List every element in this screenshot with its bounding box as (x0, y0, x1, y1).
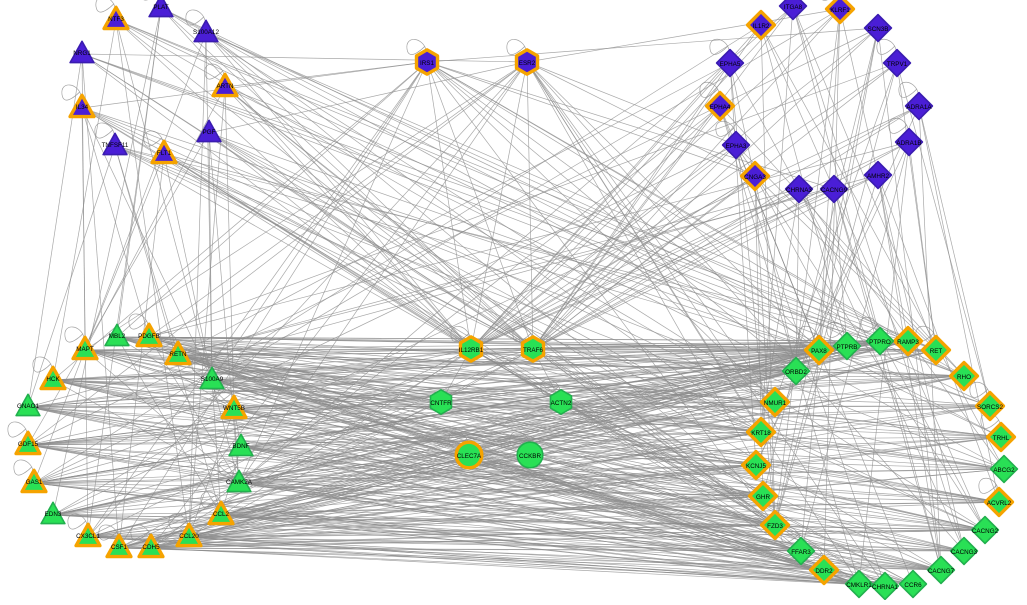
svg-text:NRG1: NRG1 (73, 50, 91, 57)
svg-text:RET: RET (930, 348, 943, 355)
svg-text:PAX8: PAX8 (811, 348, 827, 355)
svg-text:ABCG2: ABCG2 (993, 467, 1015, 474)
svg-text:CMKLR1: CMKLR1 (846, 582, 872, 589)
svg-text:EPHA3: EPHA3 (726, 143, 747, 150)
svg-text:TNFSF11: TNFSF11 (102, 142, 129, 149)
svg-text:IRS1: IRS1 (420, 60, 434, 67)
svg-text:RETN: RETN (169, 351, 187, 358)
svg-text:KLRF1: KLRF1 (830, 7, 850, 14)
svg-text:FLT1: FLT1 (157, 150, 172, 157)
svg-text:GHR: GHR (756, 494, 770, 501)
svg-text:ARTN: ARTN (216, 83, 233, 90)
svg-text:NTF3: NTF3 (108, 16, 124, 23)
svg-text:ACTN2: ACTN2 (551, 400, 572, 407)
svg-text:GDF15: GDF15 (18, 441, 39, 448)
svg-text:ITGA8: ITGA8 (784, 4, 803, 11)
svg-text:NMUR1: NMUR1 (764, 400, 787, 407)
svg-text:PLAT: PLAT (153, 4, 168, 11)
svg-text:FZD3: FZD3 (767, 523, 783, 530)
svg-text:CSF1: CSF1 (111, 544, 128, 551)
svg-text:ACVRL2: ACVRL2 (987, 500, 1012, 507)
svg-text:CCR6: CCR6 (904, 582, 922, 589)
svg-text:CHRNA3: CHRNA3 (786, 187, 812, 194)
svg-text:WNT5B: WNT5B (223, 405, 245, 412)
svg-text:CACNG9: CACNG9 (821, 187, 848, 194)
svg-text:CNTFR: CNTFR (430, 400, 452, 407)
svg-text:PGF: PGF (203, 129, 216, 136)
svg-text:TRAF6: TRAF6 (523, 347, 543, 354)
svg-text:CLEC7A: CLEC7A (457, 453, 482, 460)
svg-text:ESR2: ESR2 (519, 60, 536, 67)
svg-text:TRHL: TRHL (993, 435, 1010, 442)
svg-text:EPHA4: EPHA4 (710, 104, 731, 111)
svg-text:CCL2: CCL2 (213, 511, 230, 518)
svg-text:S100A12: S100A12 (193, 29, 219, 36)
svg-text:CHRNA1: CHRNA1 (872, 584, 898, 591)
svg-text:CCL20: CCL20 (179, 533, 199, 540)
svg-text:MBL2: MBL2 (109, 333, 126, 340)
svg-text:CACNG3: CACNG3 (951, 549, 978, 556)
svg-text:PTPRB: PTPRB (837, 344, 858, 351)
svg-text:CAMK2A: CAMK2A (226, 479, 253, 486)
svg-text:ADRA1B: ADRA1B (896, 140, 921, 147)
svg-text:TRPV1: TRPV1 (887, 61, 908, 68)
svg-text:GNAO1: GNAO1 (17, 403, 40, 410)
svg-text:SCN3B: SCN3B (868, 26, 889, 33)
svg-text:AMHR2: AMHR2 (867, 173, 890, 180)
svg-text:KRT18: KRT18 (751, 430, 771, 437)
svg-text:CNGA3: CNGA3 (744, 174, 766, 181)
svg-text:CCKBR: CCKBR (519, 453, 541, 460)
svg-text:PTPRO: PTPRO (869, 339, 891, 346)
svg-text:BDNF: BDNF (232, 443, 249, 450)
svg-text:SORCS2: SORCS2 (977, 404, 1003, 411)
svg-text:RAMP3: RAMP3 (897, 339, 919, 346)
svg-text:HCK: HCK (46, 376, 60, 383)
svg-text:GAS1: GAS1 (26, 479, 43, 486)
svg-text:DDR2: DDR2 (815, 568, 833, 575)
svg-text:KCNJ5: KCNJ5 (746, 463, 766, 470)
svg-text:PDGFB: PDGFB (138, 333, 160, 340)
svg-text:MAPT: MAPT (76, 346, 94, 353)
svg-text:ADRA1A: ADRA1A (906, 104, 932, 111)
svg-text:CX3CL1: CX3CL1 (76, 533, 100, 540)
svg-text:IL12RB1: IL12RB1 (459, 347, 484, 354)
svg-text:ORBD2: ORBD2 (785, 369, 807, 376)
svg-text:IL34: IL34 (76, 104, 89, 111)
svg-text:S100A9: S100A9 (201, 376, 224, 383)
svg-text:RHO: RHO (957, 374, 971, 381)
svg-text:CACNG7: CACNG7 (928, 568, 955, 575)
svg-text:CDH5: CDH5 (142, 544, 160, 551)
svg-text:IL1R2: IL1R2 (753, 23, 770, 30)
svg-text:CACNG2: CACNG2 (972, 528, 999, 535)
svg-text:FFAR3: FFAR3 (791, 549, 811, 556)
svg-text:EDN3: EDN3 (45, 511, 62, 518)
svg-text:EPHA5: EPHA5 (720, 61, 741, 68)
